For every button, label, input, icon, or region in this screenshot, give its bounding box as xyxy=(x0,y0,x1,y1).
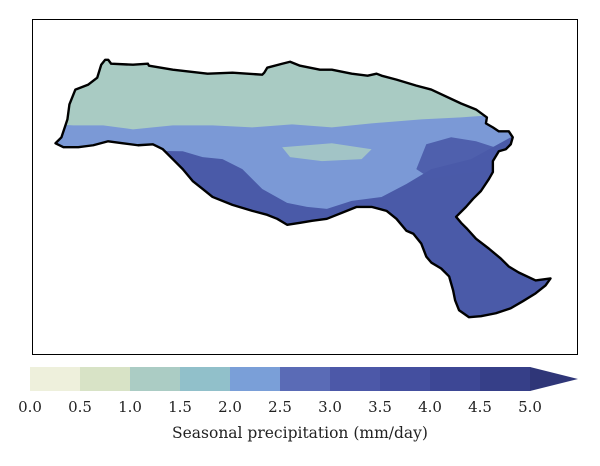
colorbar xyxy=(30,367,578,391)
colorbar-tick-label: 4.5 xyxy=(468,398,492,416)
colorbar-bin xyxy=(180,367,231,391)
colorbar-tick-label: 4.0 xyxy=(418,398,442,416)
colorbar-tick-label: 0.0 xyxy=(18,398,42,416)
map-panel xyxy=(32,19,578,355)
colorbar-tick-label: 5.0 xyxy=(518,398,542,416)
colorbar-bin xyxy=(130,367,181,391)
inner-wet-patch xyxy=(416,137,501,180)
colorbar-bin xyxy=(80,367,131,391)
colorbar-tick-label: 2.0 xyxy=(218,398,242,416)
colorbar-extend-arrow xyxy=(530,367,578,391)
colorbar-ticks: 0.0 0.5 1.0 1.5 2.0 2.5 3.0 3.5 4.0 4.5 5.0 xyxy=(0,398,600,418)
colorbar-tick-label: 3.5 xyxy=(368,398,392,416)
inner-dry-patch xyxy=(282,143,372,162)
colorbar-bin xyxy=(330,367,381,391)
colorbar-tick-label: 3.0 xyxy=(318,398,342,416)
north-band-fill xyxy=(55,59,551,130)
colorbar-bin xyxy=(30,367,81,391)
colorbar-tick-label: 1.0 xyxy=(118,398,142,416)
precipitation-map xyxy=(54,58,552,319)
colorbar-bin xyxy=(430,367,481,391)
colorbar-tick-label: 1.5 xyxy=(168,398,192,416)
colorbar-tick-label: 2.5 xyxy=(268,398,292,416)
colorbar-bin xyxy=(380,367,431,391)
colorbar-bin xyxy=(280,367,331,391)
colorbar-bin xyxy=(480,367,531,391)
colorbar-tick-label: 0.5 xyxy=(68,398,92,416)
colorbar-label: Seasonal precipitation (mm/day) xyxy=(172,424,428,442)
region-outline xyxy=(54,58,552,319)
colorbar-bin xyxy=(230,367,281,391)
